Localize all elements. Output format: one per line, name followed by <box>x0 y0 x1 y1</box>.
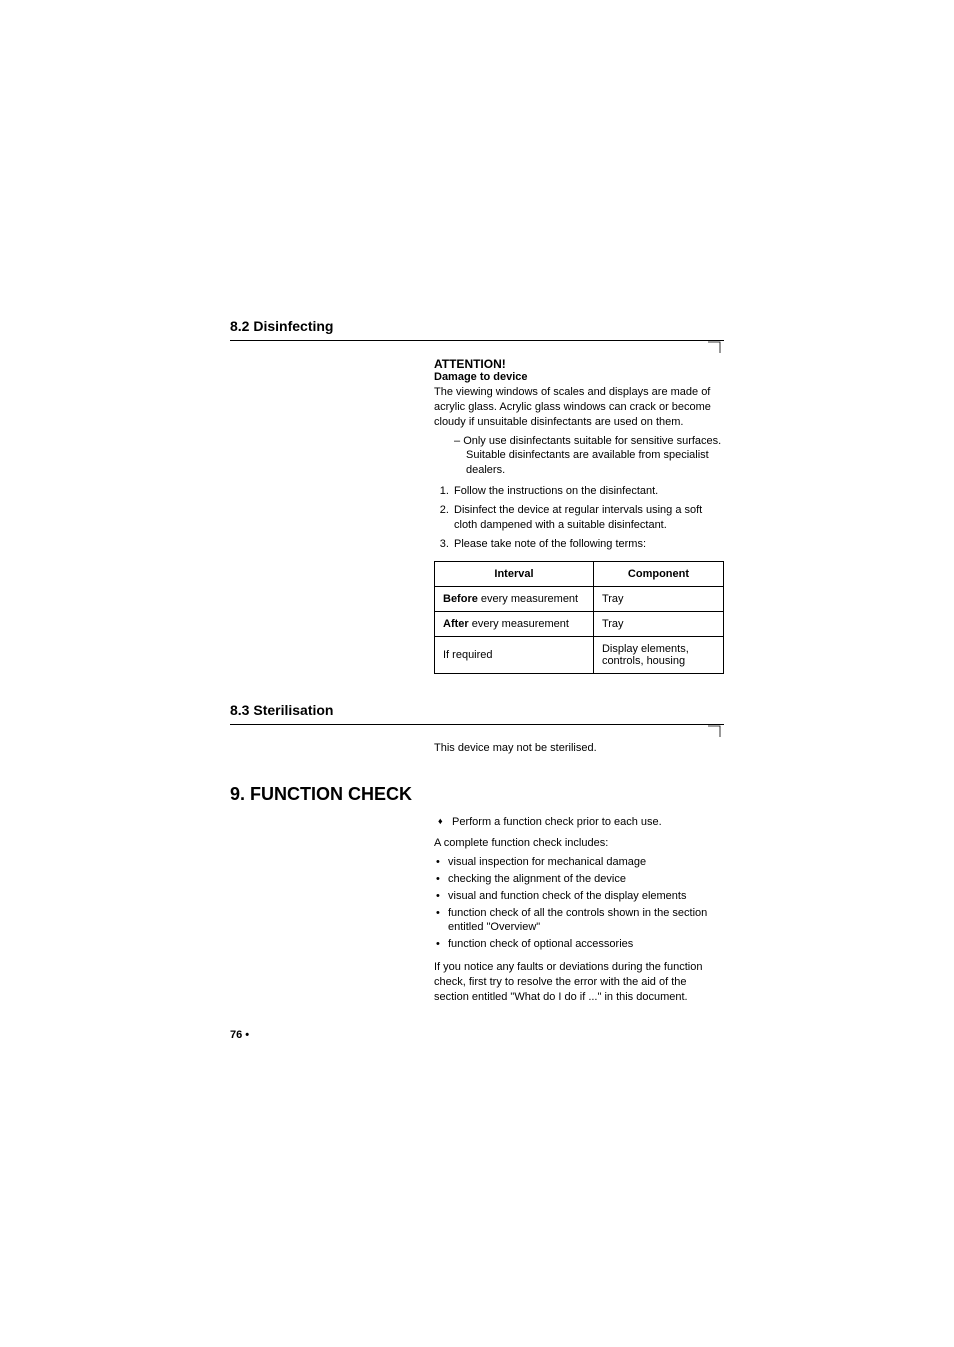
bullet-list: visual inspection for mechanical damage … <box>434 855 724 952</box>
th-interval: Interval <box>435 562 594 587</box>
attention-body: The viewing windows of scales and displa… <box>434 385 724 430</box>
corner-mark <box>230 725 724 735</box>
td-component: Tray <box>593 587 723 612</box>
attention-title: ATTENTION! <box>434 357 724 371</box>
section-8-2-heading: 8.2 Disinfecting <box>230 318 724 334</box>
diamond-list: Perform a function check prior to each u… <box>434 815 724 830</box>
section-8-3: 8.3 Sterilisation This device may not be… <box>230 702 724 756</box>
table-row: Before every measurement Tray <box>435 587 724 612</box>
chapter-9-heading: 9. FUNCTION CHECK <box>230 784 724 805</box>
num-item: Please take note of the following terms: <box>452 537 724 552</box>
table-row: After every measurement Tray <box>435 612 724 637</box>
section-8-2-content: ATTENTION! Damage to device The viewing … <box>434 357 724 674</box>
td-interval: After every measurement <box>435 612 594 637</box>
num-item: Follow the instructions on the disinfect… <box>452 484 724 499</box>
interval-rest: every measurement <box>478 593 578 605</box>
function-check-intro: A complete function check includes: <box>434 836 724 851</box>
interval-rest: every measurement <box>469 618 569 630</box>
sterilisation-body: This device may not be sterilised. <box>434 741 724 756</box>
bullet-item: function check of all the controls shown… <box>434 906 724 936</box>
diamond-item: Perform a function check prior to each u… <box>434 815 724 830</box>
num-item: Disinfect the device at regular interval… <box>452 503 724 533</box>
dash-item: Only use disinfectants suitable for sens… <box>444 434 724 479</box>
th-component: Component <box>593 562 723 587</box>
bullet-item: function check of optional accessories <box>434 937 724 952</box>
disinfect-table: Interval Component Before every measurem… <box>434 561 724 674</box>
td-component: Display elements, controls, housing <box>593 637 723 674</box>
table-row: If required Display elements, controls, … <box>435 637 724 674</box>
td-interval: Before every measurement <box>435 587 594 612</box>
table-header-row: Interval Component <box>435 562 724 587</box>
function-check-outro: If you notice any faults or deviations d… <box>434 960 724 1005</box>
page-number: 76 • <box>230 1029 724 1041</box>
bold-word: After <box>443 618 469 630</box>
bullet-item: visual inspection for mechanical damage <box>434 855 724 870</box>
attention-subtitle: Damage to device <box>434 371 724 383</box>
dash-list: Only use disinfectants suitable for sens… <box>434 434 724 479</box>
section-8-3-content: This device may not be sterilised. <box>434 741 724 756</box>
bold-word: Before <box>443 593 478 605</box>
page: 8.2 Disinfecting ATTENTION! Damage to de… <box>0 0 954 1132</box>
td-interval: If required <box>435 637 594 674</box>
td-component: Tray <box>593 612 723 637</box>
bullet-item: visual and function check of the display… <box>434 889 724 904</box>
chapter-9-content: Perform a function check prior to each u… <box>434 815 724 1004</box>
numbered-list: Follow the instructions on the disinfect… <box>434 484 724 551</box>
interval-rest: If required <box>443 649 493 661</box>
section-8-3-heading: 8.3 Sterilisation <box>230 702 724 718</box>
bullet-item: checking the alignment of the device <box>434 872 724 887</box>
corner-mark <box>230 341 724 351</box>
